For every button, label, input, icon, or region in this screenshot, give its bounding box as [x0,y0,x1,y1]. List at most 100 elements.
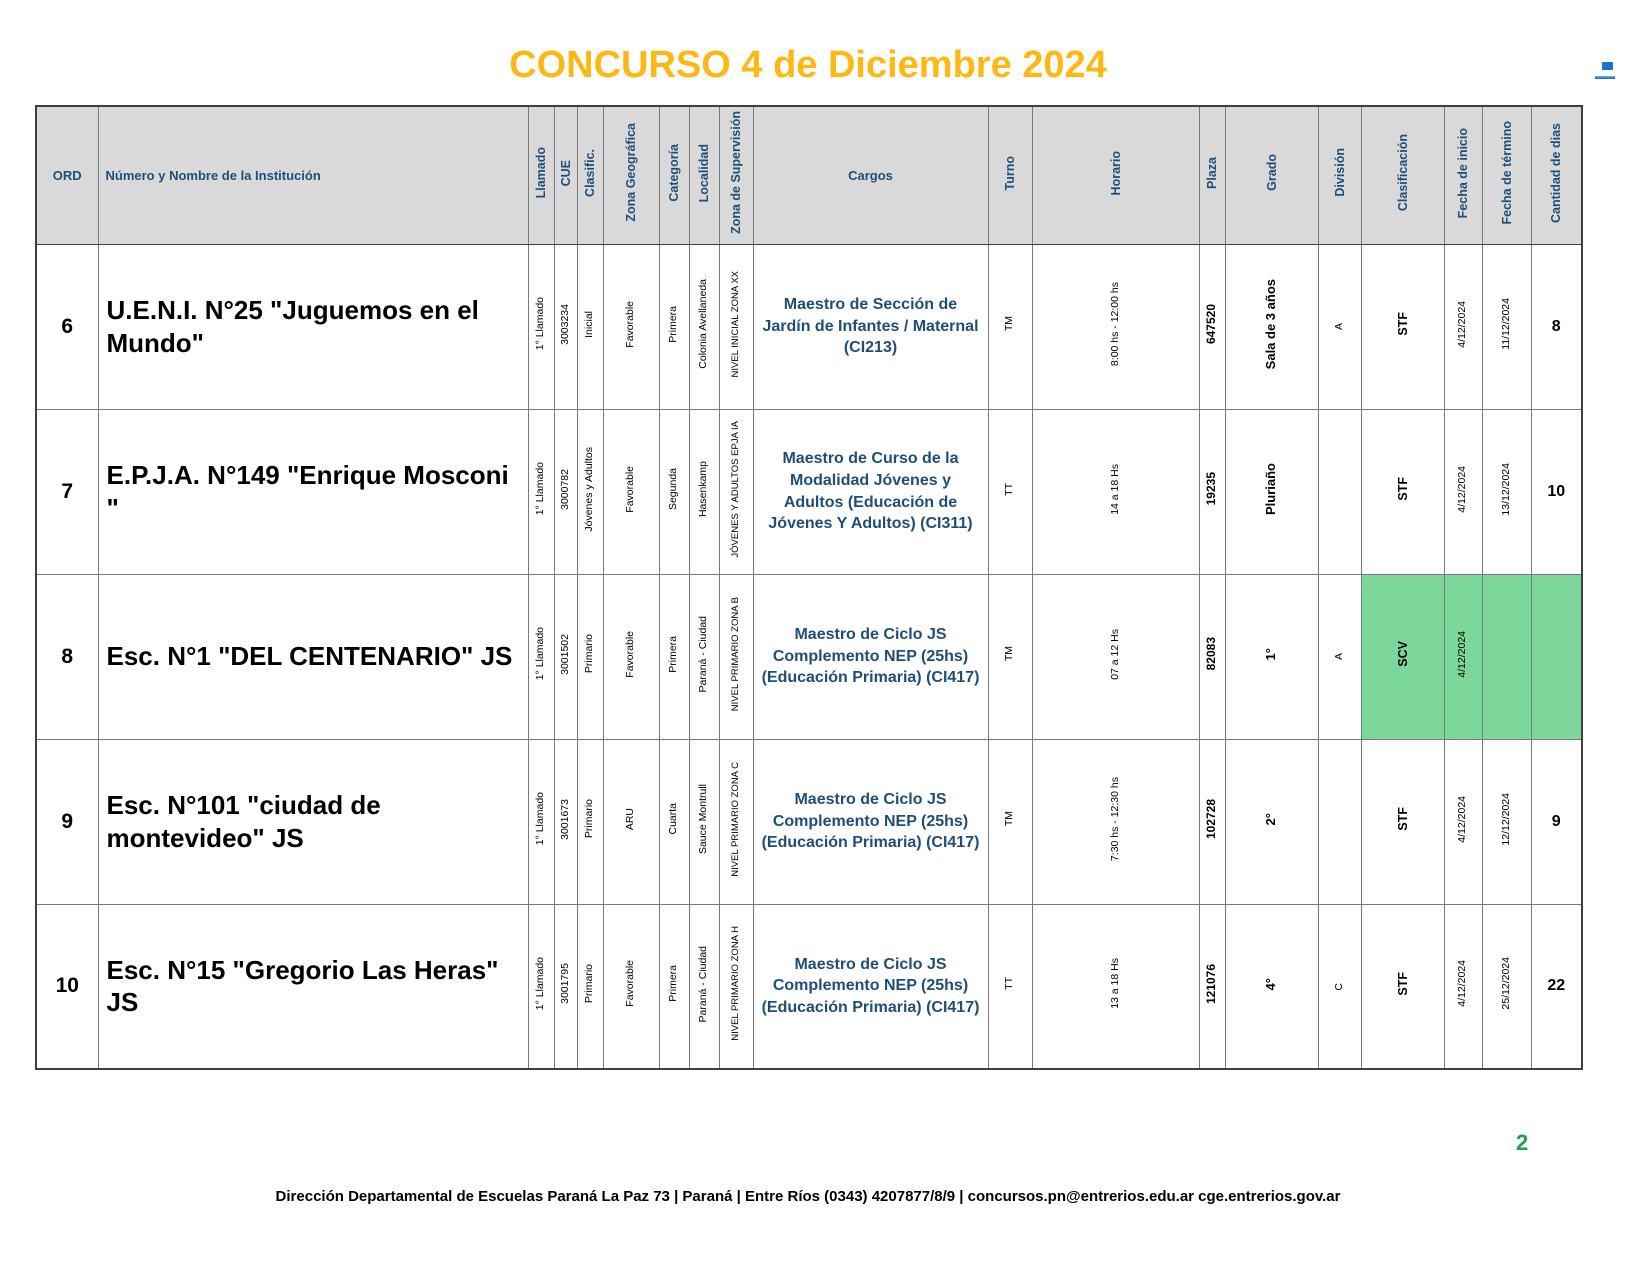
zona-geografica-cell: Favorable [602,408,660,575]
llamado-cell: 1° Llamado [527,243,555,410]
col-header-zona-supervision: Zona de Supervisión [718,105,754,245]
fecha-termino-cell [1481,573,1532,740]
cue-cell: 3000782 [553,408,578,575]
link-underline-bar [1595,76,1615,79]
fecha-inicio-cell: 4/12/2024 [1443,738,1483,905]
col-header-categoria: Categoría [658,105,690,245]
localidad-cell: Hasenkamp [688,408,720,575]
col-header-ord: ORD [35,105,99,245]
localidad-cell: Paraná - Ciudad [688,903,720,1070]
localidad-cell: Colonia Avellaneda [688,243,720,410]
plaza-cell: 102728 [1198,738,1226,905]
horario-cell: 8:00 hs - 12:00 hs [1031,243,1200,410]
division-cell [1317,738,1362,905]
fecha-termino-cell: 25/12/2024 [1481,903,1532,1070]
table-row: 10 Esc. N°15 "Gregorio Las Heras" JS 1° … [35,903,1583,1070]
col-header-institucion: Número y Nombre de la Institución [97,105,529,245]
zona-geografica-cell: Favorable [602,573,660,740]
col-header-turno: Turno [987,105,1033,245]
clasificacion-cell: SCV [1360,573,1445,740]
col-header-zona-geografica: Zona Geográfica [602,105,660,245]
table-row: 7 E.P.J.A. N°149 "Enrique Mosconi " 1° L… [35,408,1583,575]
localidad-cell: Paraná - Ciudad [688,573,720,740]
zona-supervision-cell: NIVEL PRIMARIO ZONA H [718,903,754,1070]
page-title: CONCURSO 4 de Diciembre 2024 [509,44,1107,86]
localidad-cell: Sauce Montrull [688,738,720,905]
categoria-cell: Primera [658,243,690,410]
fecha-inicio-cell: 4/12/2024 [1443,903,1483,1070]
categoria-cell: Primera [658,903,690,1070]
turno-cell: TM [987,573,1033,740]
turno-cell: TT [987,903,1033,1070]
horario-cell: 13 a 18 Hs [1031,903,1200,1070]
fecha-inicio-cell: 4/12/2024 [1443,573,1483,740]
division-cell: C [1317,903,1362,1070]
cue-cell: 3003234 [553,243,578,410]
plaza-cell: 82083 [1198,573,1226,740]
col-header-division: División [1317,105,1362,245]
col-header-clasificacion: Clasificación [1360,105,1445,245]
fecha-termino-cell: 11/12/2024 [1481,243,1532,410]
col-header-horario: Horario [1031,105,1200,245]
categoria-cell: Segunda [658,408,690,575]
turno-cell: TM [987,243,1033,410]
cantidad-dias-cell: 8 [1530,243,1583,410]
col-header-cantidad-dias: Cantidad de dias [1530,105,1583,245]
cue-cell: 3001795 [553,903,578,1070]
cantidad-dias-cell: 9 [1530,738,1583,905]
link-dash-icon[interactable] [1595,62,1643,82]
ord-cell: 10 [35,903,99,1070]
plaza-cell: 647520 [1198,243,1226,410]
cue-cell: 3001673 [553,738,578,905]
zona-supervision-cell: NIVEL INICIAL ZONA XX [718,243,754,410]
llamado-cell: 1° Llamado [527,903,555,1070]
institution-cell: Esc. N°15 "Gregorio Las Heras" JS [97,903,529,1070]
turno-cell: TT [987,408,1033,575]
zona-geografica-cell: Favorable [602,903,660,1070]
llamado-cell: 1° Llamado [527,573,555,740]
cargos-cell: Maestro de Ciclo JS Complemento NEP (25h… [752,573,989,740]
col-header-clasific: Clasific. [576,105,604,245]
horario-cell: 7:30 hs - 12:30 hs [1031,738,1200,905]
cargos-cell: Maestro de Ciclo JS Complemento NEP (25h… [752,738,989,905]
division-cell [1317,408,1362,575]
table-row: 6 U.E.N.I. N°25 "Juguemos en el Mundo" 1… [35,243,1583,410]
llamado-cell: 1° Llamado [527,408,555,575]
institution-cell: Esc. N°101 "ciudad de montevideo" JS [97,738,529,905]
col-header-localidad: Localidad [688,105,720,245]
plaza-cell: 19235 [1198,408,1226,575]
categoria-cell: Primera [658,573,690,740]
table-row: 8 Esc. N°1 "DEL CENTENARIO" JS 1° Llamad… [35,573,1583,740]
fecha-termino-cell: 12/12/2024 [1481,738,1532,905]
zona-supervision-cell: NIVEL PRIMARIO ZONA B [718,573,754,740]
clasific-cell: Primario [576,738,604,905]
grado-cell: Pluriaño [1224,408,1319,575]
clasificacion-cell: STF [1360,738,1445,905]
cargos-cell: Maestro de Curso de la Modalidad Jóvenes… [752,408,989,575]
clasificacion-cell: STF [1360,408,1445,575]
col-header-grado: Grado [1224,105,1319,245]
llamado-cell: 1° Llamado [527,738,555,905]
zona-supervision-cell: NIVEL PRIMARIO ZONA C [718,738,754,905]
grado-cell: 1° [1224,573,1319,740]
grado-cell: Sala de 3 años [1224,243,1319,410]
concurso-table: ORD Número y Nombre de la Institución Ll… [35,105,1583,1070]
ord-cell: 7 [35,408,99,575]
col-header-plaza: Plaza [1198,105,1226,245]
page-number: 2 [1516,1130,1529,1155]
cantidad-dias-cell: 10 [1530,408,1583,575]
cargos-cell: Maestro de Sección de Jardín de Infantes… [752,243,989,410]
division-cell: A [1317,573,1362,740]
zona-geografica-cell: Favorable [602,243,660,410]
zona-supervision-cell: JÓVENES Y ADULTOS EPJA IA [718,408,754,575]
ord-cell: 8 [35,573,99,740]
col-header-fecha-inicio: Fecha de inicio [1443,105,1483,245]
turno-cell: TM [987,738,1033,905]
clasific-cell: Primario [576,903,604,1070]
institution-cell: U.E.N.I. N°25 "Juguemos en el Mundo" [97,243,529,410]
clasificacion-cell: STF [1360,903,1445,1070]
division-cell: A [1317,243,1362,410]
col-header-fecha-termino: Fecha de término [1481,105,1532,245]
fecha-inicio-cell: 4/12/2024 [1443,408,1483,575]
